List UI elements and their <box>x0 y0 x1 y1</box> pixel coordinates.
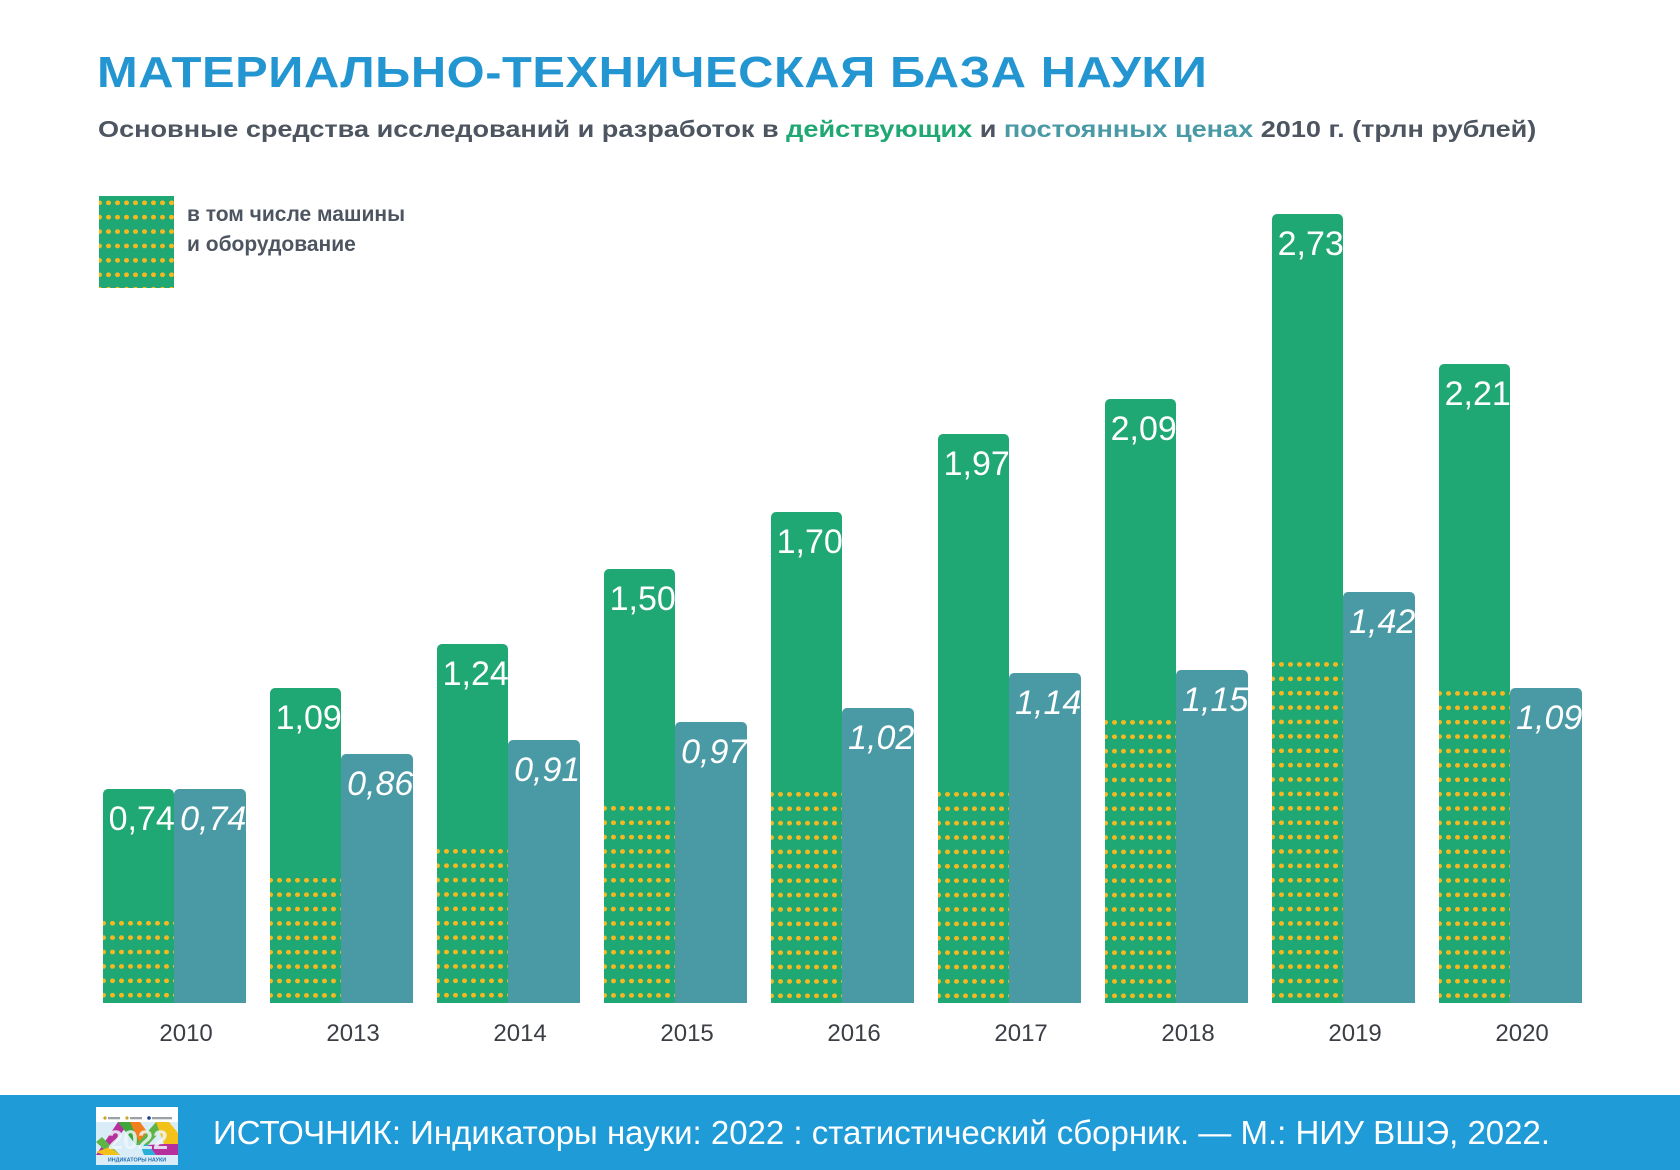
svg-text:ИНДИКАТОРЫ НАУКИ: ИНДИКАТОРЫ НАУКИ <box>108 1158 166 1164</box>
svg-text:2022: 2022 <box>108 1125 168 1155</box>
